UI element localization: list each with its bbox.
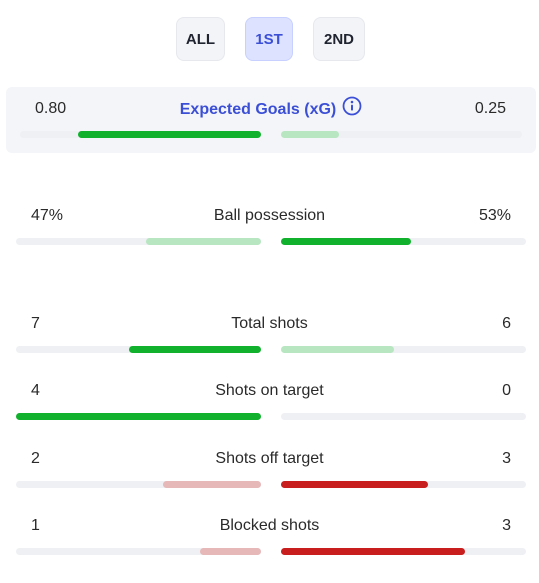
expected-goals-card: 0.80 Expected Goals (xG) 0.25 [6,87,536,153]
tab-all-label: ALL [185,30,216,48]
stat-label: Total shots [231,315,308,332]
stat-home-fill [163,481,261,488]
stat-away-value: 3 [502,450,511,467]
stat-home-bar [16,481,261,488]
xg-away-fill [281,131,339,138]
stat-away-value: 6 [502,315,511,332]
stat-away-fill [281,346,394,353]
stat-away-value: 0 [502,382,511,399]
stat-home-fill [145,238,261,245]
stat-home-value: 47% [31,207,64,224]
stat-home-fill [199,548,261,555]
stat-away-fill [281,548,465,555]
stat-away-value: 3 [502,517,511,534]
tab-1st-label: 1ST [255,30,283,48]
stat-away-fill [281,481,428,488]
stat-home-bar [16,346,261,353]
xg-away-value: 0.25 [474,100,506,117]
stat-away-bar [281,481,526,488]
stat-home-value: 1 [31,517,40,534]
stat-away-bar [281,346,526,353]
xg-home-fill [77,131,261,138]
stat-home-bar [16,238,261,245]
stat-away-bar [281,548,526,555]
stat-home-bar [16,413,261,420]
stat-home-fill [16,413,261,420]
info-icon[interactable] [342,96,362,121]
stat-away-value: 53% [478,207,511,224]
xg-home-bar [20,131,261,138]
stat-home-value: 2 [31,450,40,467]
xg-home-value: 0.80 [35,100,67,117]
stat-home-value: 4 [31,382,40,399]
tab-2nd-label: 2ND [323,30,354,48]
xg-away-bar [281,131,522,138]
stat-label: Shots on target [215,382,324,399]
tab-1st[interactable]: 1ST [245,17,293,61]
xg-title-text: Expected Goals (xG) [179,101,337,119]
stat-away-bar [281,238,526,245]
stat-label: Ball possession [213,207,326,224]
stat-home-fill [128,346,261,353]
stat-home-value: 7 [31,315,40,332]
tab-all[interactable]: ALL [176,17,225,61]
stat-label: Shots off target [215,450,324,467]
xg-title: Expected Goals (xG) [6,96,536,121]
period-tabs: ALL 1ST 2ND [0,17,539,61]
stat-away-fill [281,238,411,245]
stat-away-bar [281,413,526,420]
stat-label: Blocked shots [219,517,320,534]
tab-2nd[interactable]: 2ND [313,17,365,61]
stat-home-bar [16,548,261,555]
